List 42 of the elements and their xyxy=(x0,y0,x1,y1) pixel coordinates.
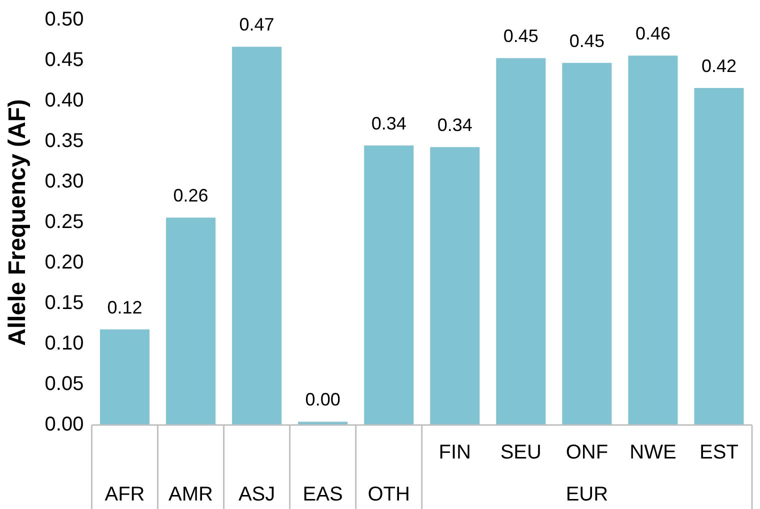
y-tick-label: 0.40 xyxy=(44,90,84,112)
x-tick-label: FIN xyxy=(438,442,471,464)
x-tick-label: EST xyxy=(700,442,738,464)
y-tick-label: 0.00 xyxy=(44,414,84,436)
x-tick-label: AMR xyxy=(168,484,213,506)
data-label: 0.42 xyxy=(701,56,737,76)
x-tick-label: ASJ xyxy=(238,484,276,506)
y-tick-label: 0.50 xyxy=(44,8,84,31)
y-tick-label: 0.15 xyxy=(44,292,84,314)
x-tick-label: ONF xyxy=(566,442,608,464)
x-tick-label: SEU xyxy=(500,442,542,464)
y-tick-label: 0.10 xyxy=(44,332,84,355)
bar xyxy=(100,329,150,425)
data-label: 0.00 xyxy=(305,390,340,410)
y-tick-label: 0.20 xyxy=(44,252,84,274)
data-label: 0.26 xyxy=(173,186,208,206)
data-label: 0.47 xyxy=(239,14,274,35)
bar xyxy=(694,88,744,425)
bar xyxy=(364,146,414,425)
data-label: 0.34 xyxy=(437,115,472,136)
data-label: 0.45 xyxy=(503,26,538,46)
y-axis-title: Allele Frequency (AF) xyxy=(4,99,32,346)
data-label: 0.45 xyxy=(569,30,604,51)
bar xyxy=(628,56,678,425)
y-tick-label: 0.30 xyxy=(44,170,84,193)
y-tick-label: 0.45 xyxy=(44,49,84,72)
bar xyxy=(232,46,282,425)
x-tick-label: AFR xyxy=(104,484,145,506)
bar xyxy=(562,62,612,425)
text: EUR xyxy=(566,484,608,506)
bar xyxy=(496,58,546,425)
x-tick-label: EAS xyxy=(302,484,343,506)
y-tick-label: 0.25 xyxy=(44,211,84,234)
data-label: 0.46 xyxy=(635,24,670,44)
data-label: 0.12 xyxy=(107,297,142,318)
bar xyxy=(166,218,216,425)
y-tick-label: 0.05 xyxy=(44,373,84,396)
y-tick-label: 0.35 xyxy=(44,130,84,152)
x-tick-label: NWE xyxy=(630,442,676,464)
bar xyxy=(430,147,480,425)
data-label: 0.34 xyxy=(371,114,406,134)
x-tick-label: OTH xyxy=(368,484,410,506)
